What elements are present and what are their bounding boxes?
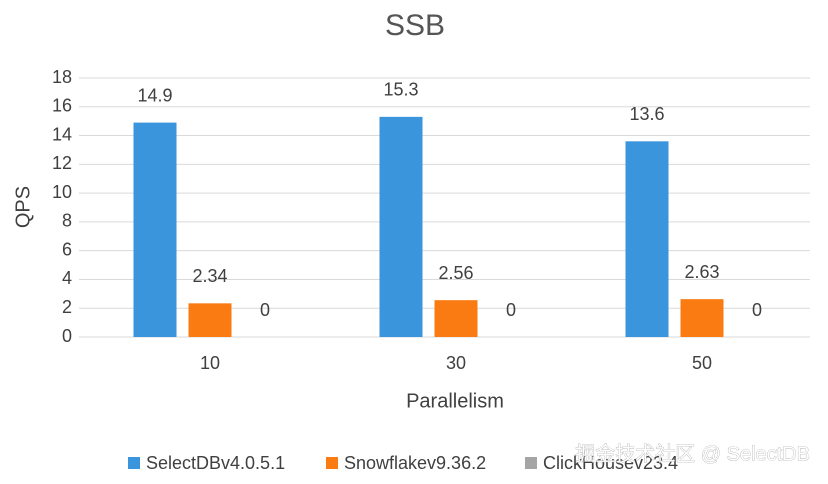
y-tick-label: 0 (62, 326, 72, 346)
bar (188, 303, 232, 337)
bar (133, 122, 177, 337)
watermark: 掘金技术社区 @ SelectDB (575, 442, 810, 465)
x-tick-label: 30 (446, 353, 466, 373)
legend-swatch (326, 457, 338, 469)
chart-title: SSB (385, 9, 445, 42)
y-tick-label: 4 (62, 268, 72, 288)
x-axis-title: Parallelism (406, 390, 504, 412)
y-tick-label: 16 (52, 96, 72, 116)
x-tick-label: 10 (200, 353, 220, 373)
y-tick-label: 14 (52, 124, 72, 144)
data-label: 2.56 (438, 263, 473, 283)
x-tick-label: 50 (692, 353, 712, 373)
data-label: 14.9 (137, 85, 172, 105)
legend-swatch (525, 457, 537, 469)
data-label: 0 (260, 300, 270, 320)
bar (680, 299, 724, 337)
y-tick-label: 2 (62, 297, 72, 317)
y-tick-label: 12 (52, 153, 72, 173)
bar (434, 300, 478, 337)
bar (625, 141, 669, 337)
y-tick-label: 6 (62, 239, 72, 259)
legend-label: ClickHousev23.4 (543, 453, 678, 473)
y-axis-title: QPS (12, 186, 34, 228)
legend-label: Snowflakev9.36.2 (344, 453, 486, 473)
data-label: 15.3 (383, 80, 418, 100)
y-tick-label: 10 (52, 182, 72, 202)
y-tick-label: 8 (62, 211, 72, 231)
data-label: 2.63 (684, 262, 719, 282)
data-label: 0 (506, 300, 516, 320)
data-label: 13.6 (629, 104, 664, 124)
legend-swatch (128, 457, 140, 469)
legend-label: SelectDBv4.0.5.1 (146, 453, 285, 473)
data-label: 2.34 (192, 266, 227, 286)
bar (379, 116, 423, 337)
y-tick-label: 18 (52, 67, 72, 87)
data-label: 0 (752, 300, 762, 320)
